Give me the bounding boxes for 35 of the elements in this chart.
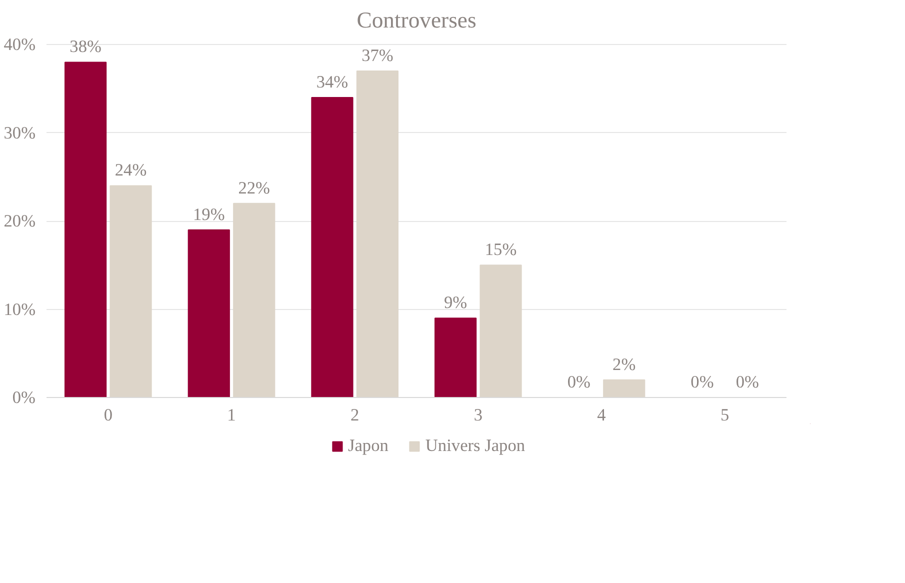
y-tick-label: 10% — [4, 300, 36, 319]
y-tick-label: 30% — [4, 123, 36, 142]
data-label: 2% — [612, 354, 636, 374]
bar — [480, 264, 522, 398]
bar — [64, 62, 107, 398]
x-tick-label: 1 — [227, 406, 236, 424]
data-label: 0% — [567, 372, 590, 392]
x-tick-label: 4 — [597, 406, 606, 424]
bar — [434, 318, 477, 398]
bar — [110, 185, 152, 398]
data-label: 9% — [444, 293, 468, 312]
legend-label: Univers Japon — [425, 436, 526, 456]
y-tick-label: 40% — [4, 35, 36, 54]
y-tick-label: 0% — [12, 388, 36, 407]
data-label: 38% — [70, 37, 102, 56]
data-label: 22% — [238, 178, 270, 198]
y-tick-label: 20% — [4, 212, 36, 231]
bar — [311, 97, 354, 398]
bar — [188, 229, 230, 398]
x-tick-label: 2 — [350, 406, 360, 424]
x-tick-label: 3 — [474, 406, 483, 424]
bar — [356, 70, 398, 398]
data-label: 19% — [193, 204, 225, 224]
data-label: 15% — [484, 240, 517, 260]
bar — [233, 202, 276, 398]
bar — [603, 379, 646, 398]
x-tick-label: 0 — [104, 406, 113, 424]
x-tick-label: 5 — [720, 406, 730, 424]
chart-title: Controverses — [356, 8, 476, 32]
data-label: 0% — [690, 372, 714, 392]
data-label: 24% — [114, 160, 147, 180]
data-label: 0% — [736, 372, 760, 392]
legend-label: Japon — [348, 436, 388, 456]
data-label: 34% — [316, 72, 348, 92]
data-label: 37% — [362, 46, 394, 66]
